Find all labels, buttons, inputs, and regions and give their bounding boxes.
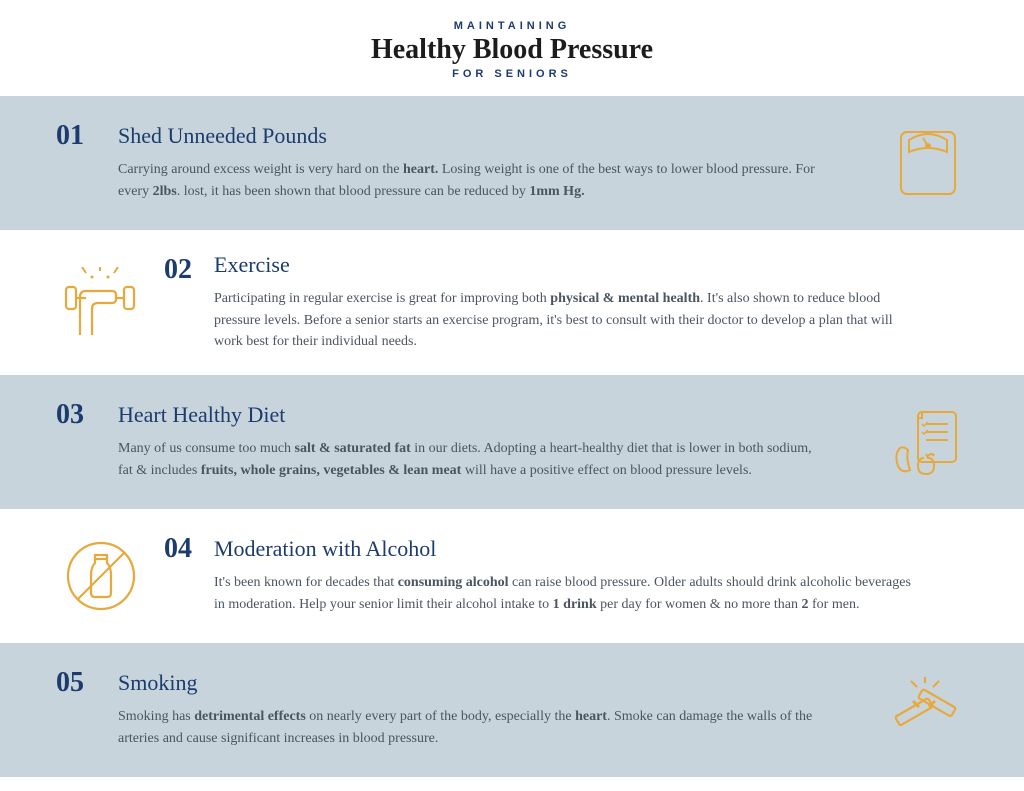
no-alcohol-icon bbox=[56, 539, 146, 613]
header-eyebrow: MAINTAINING bbox=[0, 20, 1024, 32]
section-title: Exercise bbox=[214, 252, 968, 278]
header-subtitle: FOR SENIORS bbox=[0, 68, 1024, 80]
diet-icon bbox=[888, 408, 968, 476]
section-body: Many of us consume too much salt & satur… bbox=[118, 438, 818, 481]
section-content: Shed Unneeded Pounds Carrying around exc… bbox=[118, 123, 888, 202]
section-body: Carrying around excess weight is very ha… bbox=[118, 159, 818, 202]
section-content: Heart Healthy Diet Many of us consume to… bbox=[118, 402, 888, 481]
section-number: 01 bbox=[56, 120, 118, 152]
section-number: 04 bbox=[164, 533, 214, 565]
header-title: Healthy Blood Pressure bbox=[0, 34, 1024, 66]
section-number: 02 bbox=[164, 254, 214, 286]
section-title: Heart Healthy Diet bbox=[118, 402, 888, 428]
section-body: Smoking has detrimental effects on nearl… bbox=[118, 706, 818, 749]
section-content: Exercise Participating in regular exerci… bbox=[214, 252, 968, 353]
section-title: Smoking bbox=[118, 670, 888, 696]
section-number: 05 bbox=[56, 667, 118, 699]
section-03: 03 Heart Healthy Diet Many of us consume… bbox=[0, 375, 1024, 509]
section-05: 05 Smoking Smoking has detrimental effec… bbox=[0, 643, 1024, 777]
scale-icon bbox=[888, 130, 968, 196]
section-body: It's been known for decades that consumi… bbox=[214, 572, 914, 615]
section-number: 03 bbox=[56, 399, 118, 431]
section-content: Smoking Smoking has detrimental effects … bbox=[118, 670, 888, 749]
section-body: Participating in regular exercise is gre… bbox=[214, 288, 914, 353]
header: MAINTAINING Healthy Blood Pressure FOR S… bbox=[0, 0, 1024, 96]
section-title: Moderation with Alcohol bbox=[214, 536, 968, 562]
no-smoking-icon bbox=[888, 677, 968, 743]
section-02: 02 Exercise Participating in regular exe… bbox=[0, 230, 1024, 375]
section-title: Shed Unneeded Pounds bbox=[118, 123, 888, 149]
section-04: 04 Moderation with Alcohol It's been kno… bbox=[0, 509, 1024, 643]
dumbbell-icon bbox=[56, 267, 146, 339]
section-01: 01 Shed Unneeded Pounds Carrying around … bbox=[0, 96, 1024, 230]
section-content: Moderation with Alcohol It's been known … bbox=[214, 536, 968, 615]
